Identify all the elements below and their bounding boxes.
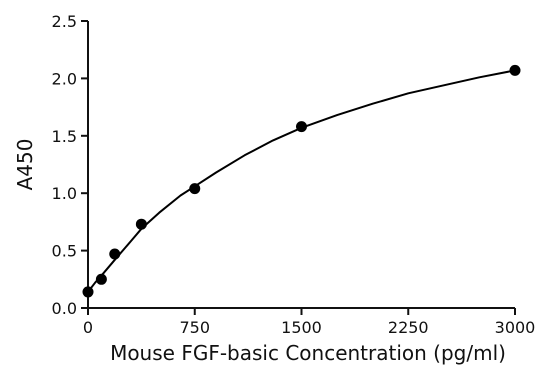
x-tick-label: 1500 [281, 318, 322, 337]
data-point [95, 273, 107, 285]
x-axis-title: Mouse FGF-basic Concentration (pg/ml) [110, 341, 506, 365]
data-point [509, 64, 521, 76]
fit-curve-group [87, 69, 516, 293]
x-tick-label: 3000 [495, 318, 536, 337]
data-point [296, 121, 307, 133]
x-axis-ticks: 0 750 1500 2250 3000 [83, 308, 535, 337]
y-tick-label: 2.0 [52, 69, 77, 88]
data-point [109, 248, 121, 260]
data-point [135, 218, 147, 230]
y-axis-ticks: 0.0 0.5 1.0 1.5 2.0 2.5 [52, 12, 88, 318]
x-tick-label: 750 [179, 318, 210, 337]
y-tick-label: 0.5 [52, 242, 77, 261]
y-tick-label: 2.5 [52, 12, 77, 31]
y-tick-label: 1.5 [52, 127, 77, 146]
axes [87, 21, 515, 309]
y-tick-label: 0.0 [52, 299, 77, 318]
fit-curve-line [87, 69, 516, 293]
data-point [82, 286, 94, 298]
data-points-group [82, 64, 521, 298]
data-point [189, 183, 201, 195]
x-tick-label: 0 [83, 318, 93, 337]
y-axis-title: A450 [13, 139, 37, 191]
y-tick-label: 1.0 [52, 184, 77, 203]
x-tick-label: 2250 [388, 318, 429, 337]
